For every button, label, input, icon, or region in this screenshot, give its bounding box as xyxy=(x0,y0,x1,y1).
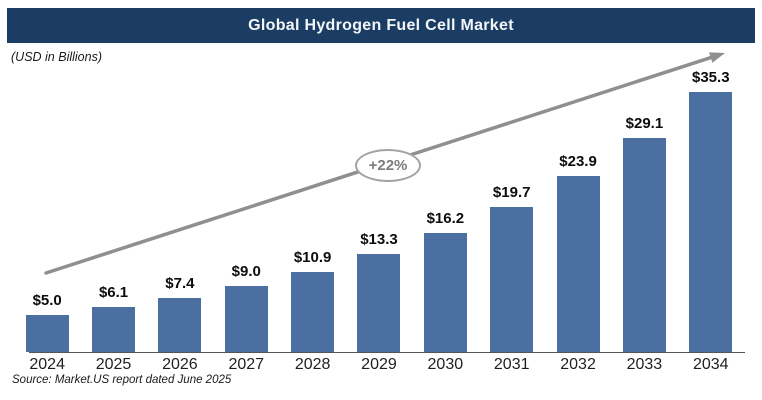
bar xyxy=(158,297,202,352)
x-axis-label: 2033 xyxy=(626,356,663,373)
bar-value-label: $6.1 xyxy=(98,284,129,302)
bar-group: $10.9 xyxy=(279,249,345,352)
bar xyxy=(622,137,666,352)
growth-badge-label: +22% xyxy=(368,157,408,174)
bar-series: $5.0 $6.1 $7.4 $9.0 $10.9 $13.3 $16.2 $19.7 $23.… xyxy=(14,52,744,352)
bar-value-label: $7.4 xyxy=(165,274,195,292)
bar-value-label: $10.9 xyxy=(293,248,332,266)
bar xyxy=(291,271,335,352)
x-axis-label: 2028 xyxy=(294,356,331,373)
bar-group: $19.7 xyxy=(479,184,545,352)
x-axis-labels: 2024 2025 2026 2027 2028 2029 2030 2031 2032 2033… xyxy=(14,356,744,374)
bar-group: $7.4 xyxy=(147,274,213,352)
x-axis-label: 2032 xyxy=(560,356,596,373)
bar xyxy=(357,254,401,352)
bar-group: $35.3 xyxy=(678,69,744,352)
bar-value-label: $5.0 xyxy=(32,292,62,310)
x-axis-label: 2026 xyxy=(162,356,198,373)
bar xyxy=(224,285,268,352)
bar-value-label: $35.3 xyxy=(692,69,730,86)
bar-value-label: $23.9 xyxy=(559,153,597,170)
bar xyxy=(92,307,136,352)
units-note: (USD in Billions) xyxy=(11,50,102,64)
x-axis-label: 2034 xyxy=(692,356,729,373)
bar-group: $23.9 xyxy=(545,153,611,352)
growth-badge: +22% xyxy=(355,149,421,182)
x-axis-label: 2029 xyxy=(361,356,397,373)
bar-value-label: $16.2 xyxy=(426,209,465,227)
bar-group: $16.2 xyxy=(412,210,478,352)
bar-group: $5.0 xyxy=(14,292,80,352)
bar-group: $29.1 xyxy=(611,115,677,352)
chart-title-bar: Global Hydrogen Fuel Cell Market xyxy=(7,8,755,43)
chart-title: Global Hydrogen Fuel Cell Market xyxy=(248,16,514,34)
bar-value-label: $29.1 xyxy=(625,114,664,132)
bar xyxy=(490,206,534,352)
x-axis-label: 2025 xyxy=(95,356,132,373)
bar xyxy=(423,232,467,352)
trend-arrow-head xyxy=(709,52,725,63)
bar-group: $6.1 xyxy=(80,284,146,352)
bar-group: $9.0 xyxy=(213,263,279,352)
x-axis-label: 2024 xyxy=(29,356,65,373)
bar-value-label: $19.7 xyxy=(492,183,531,201)
bar xyxy=(689,92,733,352)
bar-value-label: $13.3 xyxy=(360,231,398,248)
x-axis-line xyxy=(29,352,745,353)
x-axis-label: 2030 xyxy=(427,356,464,373)
bar xyxy=(556,176,600,352)
bar-value-label: $9.0 xyxy=(231,262,261,280)
bar-group: $13.3 xyxy=(346,231,412,352)
bar xyxy=(25,315,69,352)
x-axis-label: 2031 xyxy=(493,356,530,373)
x-axis-label: 2027 xyxy=(228,356,265,373)
source-note: Source: Market.US report dated June 2025 xyxy=(12,374,232,386)
